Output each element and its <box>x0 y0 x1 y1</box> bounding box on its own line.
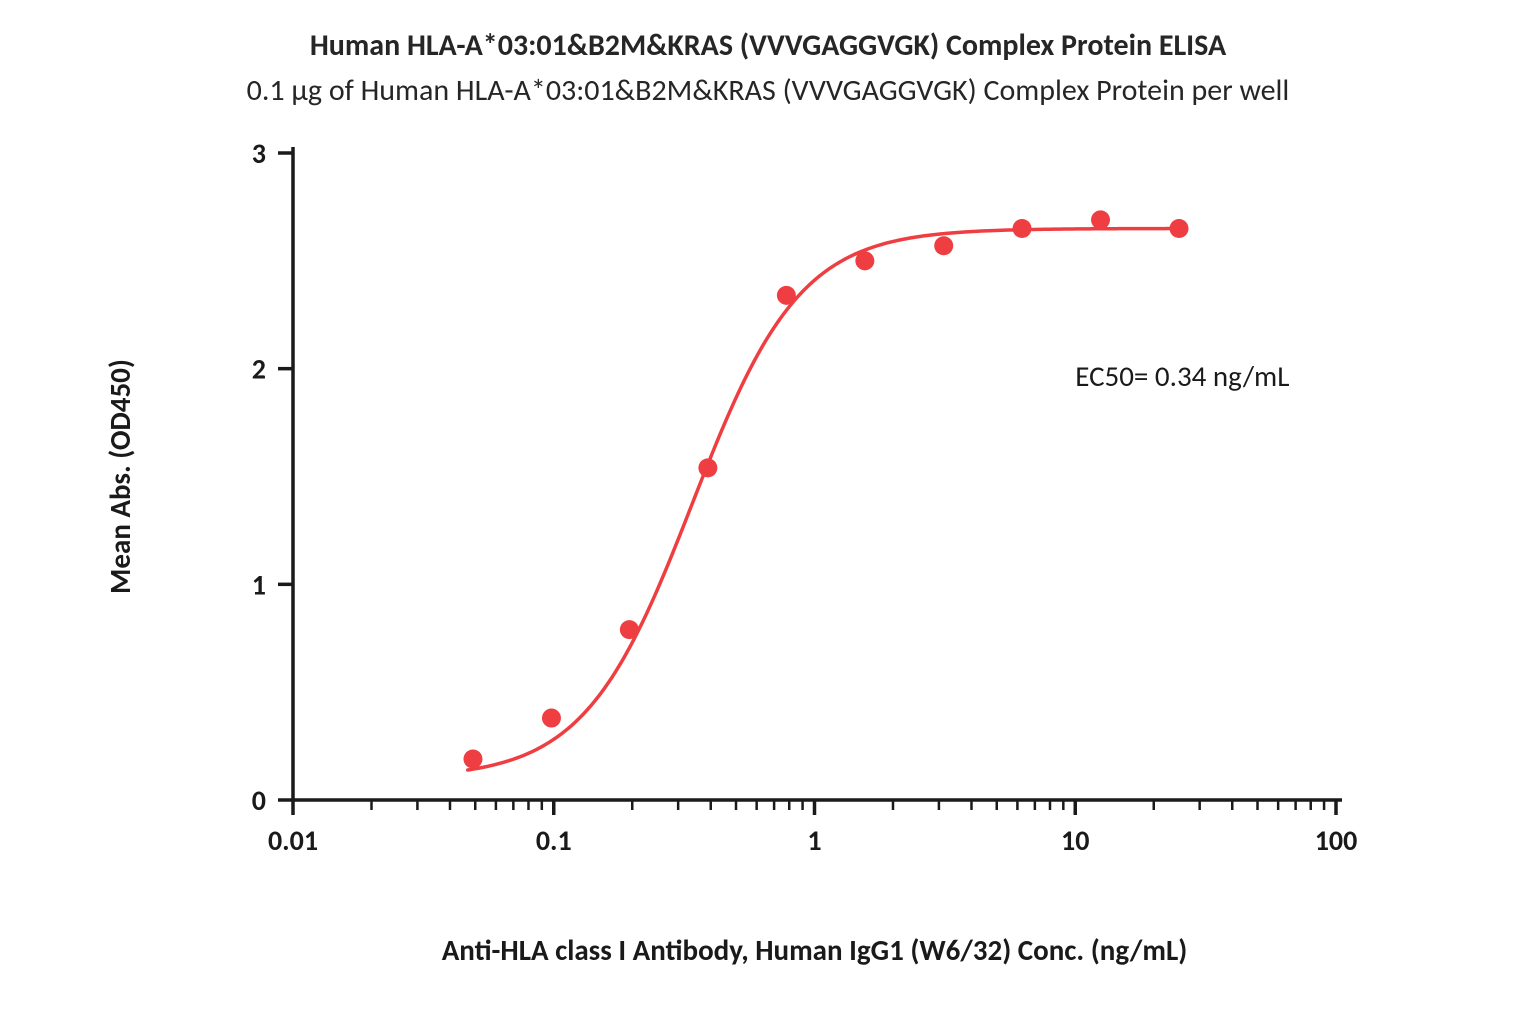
data-point <box>855 251 874 270</box>
x-axis-label: Anti-HLA class I Antibody, Human IgG1 (W… <box>442 932 1188 968</box>
data-point <box>542 709 561 728</box>
x-tick-label: 10 <box>1061 823 1089 858</box>
y-tick-label: 3 <box>252 136 266 171</box>
chart-title: Human HLA-A*03:01&B2M&KRAS (VVVGAGGVGK) … <box>310 27 1227 64</box>
data-point <box>1170 219 1189 238</box>
y-tick-label: 2 <box>252 352 266 387</box>
y-axis-label: Mean Abs. (OD450) <box>102 359 138 594</box>
fit-curve <box>468 229 1184 770</box>
chart-svg: Human HLA-A*03:01&B2M&KRAS (VVVGAGGVGK) … <box>0 0 1536 1017</box>
data-point <box>934 236 953 255</box>
y-tick-label: 0 <box>252 783 266 818</box>
data-point <box>1091 210 1110 229</box>
data-point <box>1013 219 1032 238</box>
ec50-annotation: EC50= 0.34 ng/mL <box>1075 358 1289 394</box>
chart-subtitle: 0.1 µg of Human HLA-A*03:01&B2M&KRAS (VV… <box>247 72 1290 109</box>
elisa-chart: Human HLA-A*03:01&B2M&KRAS (VVVGAGGVGK) … <box>0 0 1536 1017</box>
x-tick-label: 1 <box>807 823 821 858</box>
x-tick-label: 0.1 <box>536 823 572 858</box>
data-point <box>620 620 639 639</box>
x-tick-label: 100 <box>1315 823 1358 858</box>
data-point <box>463 750 482 769</box>
data-point <box>777 286 796 305</box>
x-tick-label: 0.01 <box>268 823 318 858</box>
y-tick-label: 1 <box>252 567 266 602</box>
data-point <box>698 458 717 477</box>
